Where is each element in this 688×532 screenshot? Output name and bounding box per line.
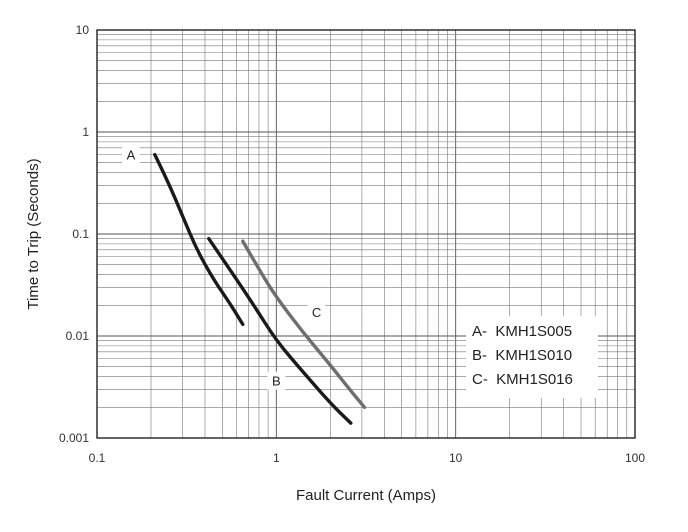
plot-frame bbox=[96, 29, 636, 439]
curve-label-bg bbox=[307, 302, 326, 321]
y-tick-label: 1 bbox=[82, 125, 89, 139]
curve-c bbox=[241, 239, 367, 409]
curve-label-bg bbox=[121, 145, 140, 164]
y-tick-label: 0.1 bbox=[72, 227, 89, 241]
legend-entry-c: C- KMH1S016 bbox=[472, 371, 573, 388]
x-tick-label: 0.1 bbox=[89, 451, 106, 465]
x-axis-title: Fault Current (Amps) bbox=[296, 487, 436, 504]
curve-label-bg bbox=[267, 371, 286, 390]
legend: A- KMH1S005 B- KMH1S010 C- KMH1S016 bbox=[466, 316, 598, 398]
legend-entry-b: B- KMH1S010 bbox=[472, 347, 572, 364]
legend-entry-a: A- KMH1S005 bbox=[472, 323, 572, 340]
curve-label-a: A bbox=[127, 148, 136, 163]
y-tick-label: 0.001 bbox=[59, 431, 89, 445]
y-tick-label: 10 bbox=[76, 23, 90, 37]
y-tick-label: 0.01 bbox=[66, 329, 90, 343]
curve-a bbox=[153, 152, 245, 327]
legend-box bbox=[466, 316, 598, 398]
curve-b bbox=[207, 237, 353, 425]
x-tick-label: 100 bbox=[625, 451, 645, 465]
x-tick-label: 1 bbox=[273, 451, 280, 465]
x-tick-label: 10 bbox=[449, 451, 463, 465]
curves bbox=[153, 152, 367, 425]
curve-label-b: B bbox=[272, 374, 281, 389]
axis-ticks: 0.1 1 10 100 0.001 0.01 0.1 1 10 bbox=[59, 23, 645, 465]
curve-label-c: C bbox=[312, 305, 321, 320]
y-axis-title: Time to Trip (Seconds) bbox=[25, 158, 42, 309]
curve-labels: A B C bbox=[121, 145, 326, 390]
